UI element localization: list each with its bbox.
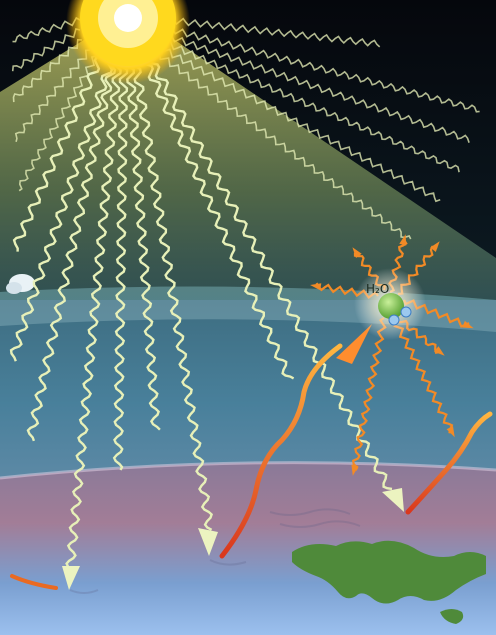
- sunlight-ray: [9, 38, 119, 362]
- land-mass: [292, 540, 486, 604]
- earth-surface: [0, 462, 496, 635]
- sunlight-ray: [149, 47, 412, 240]
- sunlight-ray: [12, 38, 109, 252]
- cloud: [6, 274, 35, 294]
- emission-ray: [352, 317, 387, 471]
- sun: [66, 0, 190, 84]
- emission-arrowhead: [430, 241, 440, 252]
- hydrogen-atom: [400, 306, 412, 318]
- sunlight-ray: [127, 39, 213, 531]
- sunlight-arrowheads: [62, 488, 404, 590]
- sunlight-arrowhead: [382, 488, 404, 512]
- emission-arrowhead: [462, 320, 474, 329]
- sunlight-ray: [26, 38, 121, 442]
- hydrogen-atom: [388, 314, 400, 326]
- sunlight-ray: [112, 39, 129, 471]
- sunlight-ray: [123, 39, 161, 431]
- incoming-sunlight-rays: [9, 38, 393, 572]
- earth-rim-glow: [0, 461, 496, 480]
- infrared-ray: [405, 411, 493, 515]
- horizontal-sun-rays: [11, 14, 480, 240]
- atmosphere-layer: [0, 286, 496, 520]
- sunlight-ray: [18, 55, 97, 192]
- infrared-arrowhead: [336, 324, 372, 364]
- sunlight-arrowhead: [62, 566, 80, 590]
- surface-shadows: [69, 508, 361, 594]
- emission-ray: [393, 321, 454, 434]
- sunlight-ray: [149, 29, 470, 143]
- sunlight-ray: [149, 22, 480, 113]
- infrared-ray: [219, 343, 343, 559]
- emission-arrowhead: [434, 346, 445, 356]
- sunlight-ray: [149, 41, 441, 203]
- sunlight-ray: [149, 35, 460, 173]
- infrared-ray: [10, 574, 58, 590]
- emission-arrowhead: [399, 234, 407, 246]
- sunlight-ray: [132, 39, 295, 380]
- water-molecule: H₂O: [354, 268, 426, 340]
- sunlight-ray: [65, 39, 124, 572]
- molecule-label: H₂O: [366, 282, 389, 296]
- infrared-radiation: [10, 343, 493, 590]
- emission-arrowhead: [352, 247, 362, 258]
- sunlight-ray: [14, 49, 91, 142]
- sunlight-ray: [12, 38, 83, 103]
- emission-arrowhead: [310, 283, 322, 291]
- oxygen-atom: [378, 293, 404, 319]
- sunlight-arrowhead: [198, 528, 218, 556]
- emission-arrowhead: [351, 464, 359, 476]
- sunlight-ray: [137, 39, 393, 491]
- emission-arrowhead: [446, 426, 455, 438]
- land-mass-small: [440, 609, 464, 624]
